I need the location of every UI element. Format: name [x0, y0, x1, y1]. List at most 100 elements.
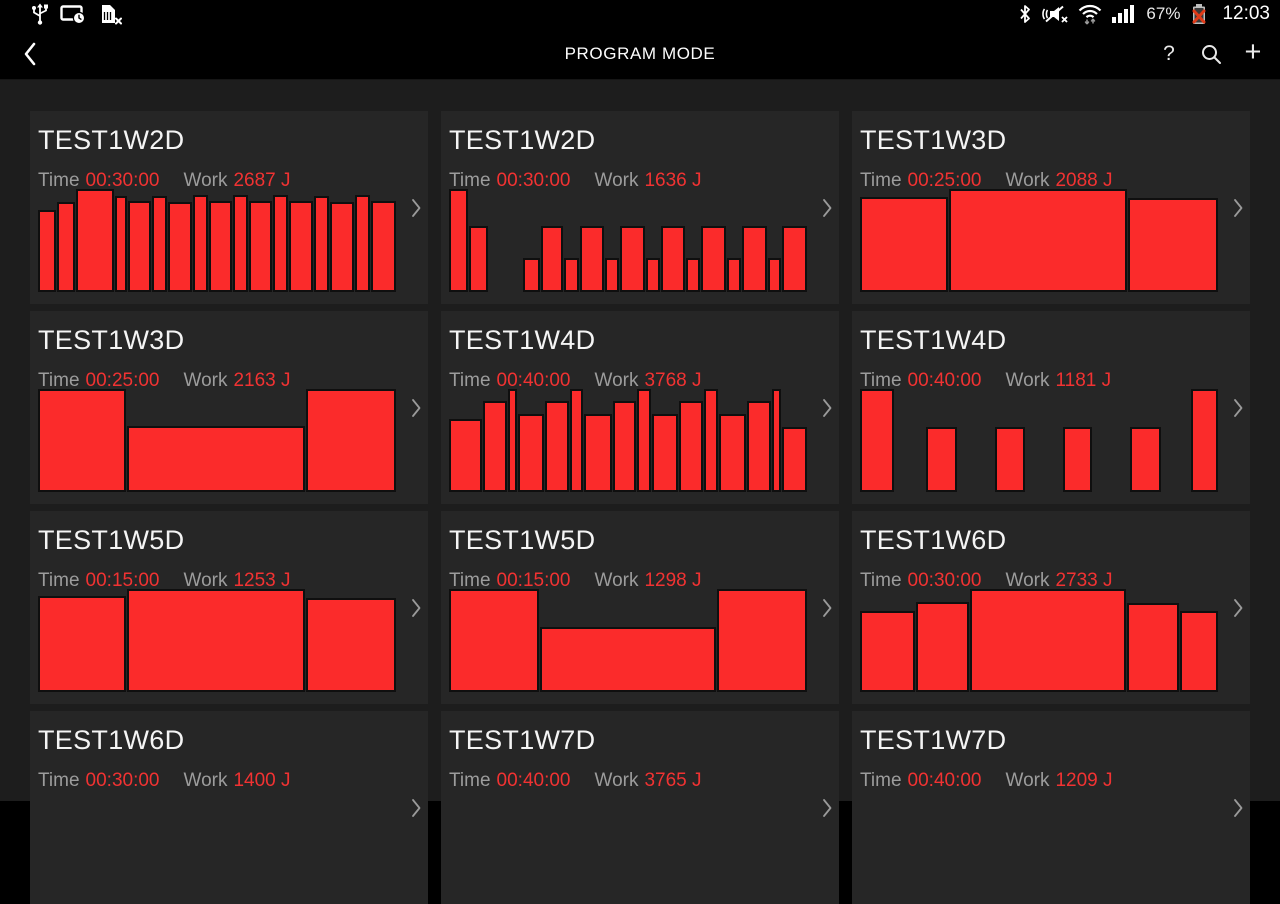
chart-bar — [306, 598, 396, 692]
work-label: Work — [1005, 770, 1050, 791]
help-button[interactable]: ? — [1163, 41, 1175, 65]
work-label: Work — [183, 770, 228, 791]
program-meta: Time 00:40:00 Work 3765 J — [449, 770, 829, 792]
chart-bar — [75, 189, 114, 292]
program-meta: Time 00:40:00 Work 1209 J — [860, 770, 1240, 792]
time-label: Time — [860, 770, 902, 791]
work-label: Work — [1005, 170, 1050, 191]
time-label: Time — [860, 370, 902, 391]
time-value: 00:40:00 — [907, 770, 982, 791]
program-meta: Time 00:30:00 Work 1636 J — [449, 170, 829, 192]
program-card[interactable]: TEST1W3D Time 00:25:00 Work 2163 J — [30, 311, 428, 504]
time-value: 00:30:00 — [85, 170, 160, 191]
chevron-right-icon — [1234, 398, 1243, 417]
program-card[interactable]: TEST1W4D Time 00:40:00 Work 3768 J — [441, 311, 839, 504]
program-name: TEST1W5D — [38, 525, 185, 555]
time-label: Time — [38, 170, 80, 191]
chart-bar — [306, 389, 396, 492]
chart-bar — [584, 413, 612, 492]
program-name: TEST1W7D — [860, 725, 1007, 755]
work-label: Work — [594, 570, 639, 591]
chart-bar — [860, 389, 894, 492]
program-name: TEST1W6D — [38, 725, 185, 755]
program-bar-chart — [38, 789, 396, 892]
time-value: 00:40:00 — [907, 370, 982, 391]
program-card[interactable]: TEST1W4D Time 00:40:00 Work 1181 J — [852, 311, 1250, 504]
chart-bar — [686, 258, 701, 292]
chart-bar — [781, 427, 807, 492]
battery-error-icon — [1192, 4, 1206, 24]
program-card[interactable]: TEST1W2D Time 00:30:00 Work 1636 J — [441, 111, 839, 304]
action-bar: PROGRAM MODE ? + — [0, 28, 1280, 80]
chevron-right-icon — [1234, 198, 1243, 217]
wifi-icon — [1079, 4, 1102, 24]
program-card[interactable]: TEST1W2D Time 00:30:00 Work 2687 J — [30, 111, 428, 304]
chart-bar — [114, 196, 127, 292]
program-bar-chart — [449, 789, 807, 892]
program-bar-chart — [860, 789, 1218, 892]
chart-gap — [958, 491, 995, 492]
program-name: TEST1W2D — [38, 125, 185, 155]
add-program-button[interactable]: + — [1244, 35, 1262, 68]
chart-bar — [232, 195, 248, 292]
chart-bar — [273, 195, 289, 292]
program-bar-chart — [38, 389, 396, 492]
chevron-right-icon — [412, 598, 421, 617]
chart-bar — [860, 197, 949, 292]
chart-bar — [645, 258, 660, 292]
program-meta: Time 00:15:00 Work 1298 J — [449, 570, 829, 592]
program-card[interactable]: TEST1W5D Time 00:15:00 Work 1253 J — [30, 511, 428, 704]
program-card[interactable]: TEST1W7D Time 00:40:00 Work 3765 J — [441, 711, 839, 904]
program-bar-chart — [449, 389, 807, 492]
chart-bar — [56, 202, 75, 292]
work-value: 3768 J — [644, 370, 702, 391]
time-value: 00:40:00 — [496, 770, 571, 791]
work-value: 2687 J — [233, 170, 291, 191]
work-value: 1298 J — [644, 570, 702, 591]
mute-vibrate-icon — [1042, 5, 1069, 23]
chart-gap — [895, 491, 927, 492]
chart-bar — [741, 226, 767, 292]
chart-bar — [449, 189, 468, 292]
chart-bar — [564, 258, 579, 292]
action-bar-buttons: ? + — [1152, 37, 1280, 71]
program-name: TEST1W4D — [449, 325, 596, 355]
time-value: 00:40:00 — [496, 370, 571, 391]
chart-bar — [329, 202, 354, 292]
program-card[interactable]: TEST1W3D Time 00:25:00 Work 2088 J — [852, 111, 1250, 304]
chart-bar — [704, 389, 718, 492]
chart-bar — [637, 389, 651, 492]
program-card[interactable]: TEST1W6D Time 00:30:00 Work 2733 J — [852, 511, 1250, 704]
status-bar-left-icons — [6, 3, 122, 25]
chart-bar — [926, 427, 957, 492]
chart-bar — [1180, 610, 1219, 692]
time-label: Time — [449, 770, 491, 791]
page-title: PROGRAM MODE — [564, 43, 716, 63]
content-area: TEST1W2D Time 00:30:00 Work 2687 J TEST1W2D… — [0, 80, 1280, 904]
chart-bar — [717, 589, 807, 692]
back-button[interactable] — [14, 38, 46, 70]
chart-gap — [1026, 491, 1063, 492]
chart-gap — [489, 291, 523, 292]
chart-bar — [612, 401, 637, 492]
search-button[interactable] — [1194, 37, 1228, 71]
program-bar-chart — [860, 389, 1219, 492]
chart-bar — [782, 226, 808, 292]
chevron-right-icon — [823, 398, 832, 417]
no-sim-icon — [102, 5, 122, 25]
work-value: 2733 J — [1055, 570, 1113, 591]
screen-timeout-icon — [60, 5, 86, 25]
work-label: Work — [594, 170, 639, 191]
chevron-right-icon — [823, 198, 832, 217]
chart-bar — [540, 226, 564, 292]
program-name: TEST1W7D — [449, 725, 596, 755]
program-card[interactable]: TEST1W5D Time 00:15:00 Work 1298 J — [441, 511, 839, 704]
chart-bar — [38, 389, 127, 492]
usb-icon — [32, 3, 48, 25]
status-bar-right: 67% 12:03 — [1018, 3, 1274, 25]
program-card[interactable]: TEST1W6D Time 00:30:00 Work 1400 J — [30, 711, 428, 904]
program-card[interactable]: TEST1W7D Time 00:40:00 Work 1209 J — [852, 711, 1250, 904]
time-label: Time — [860, 570, 902, 591]
chart-bar — [248, 201, 273, 292]
program-name: TEST1W3D — [860, 125, 1007, 155]
